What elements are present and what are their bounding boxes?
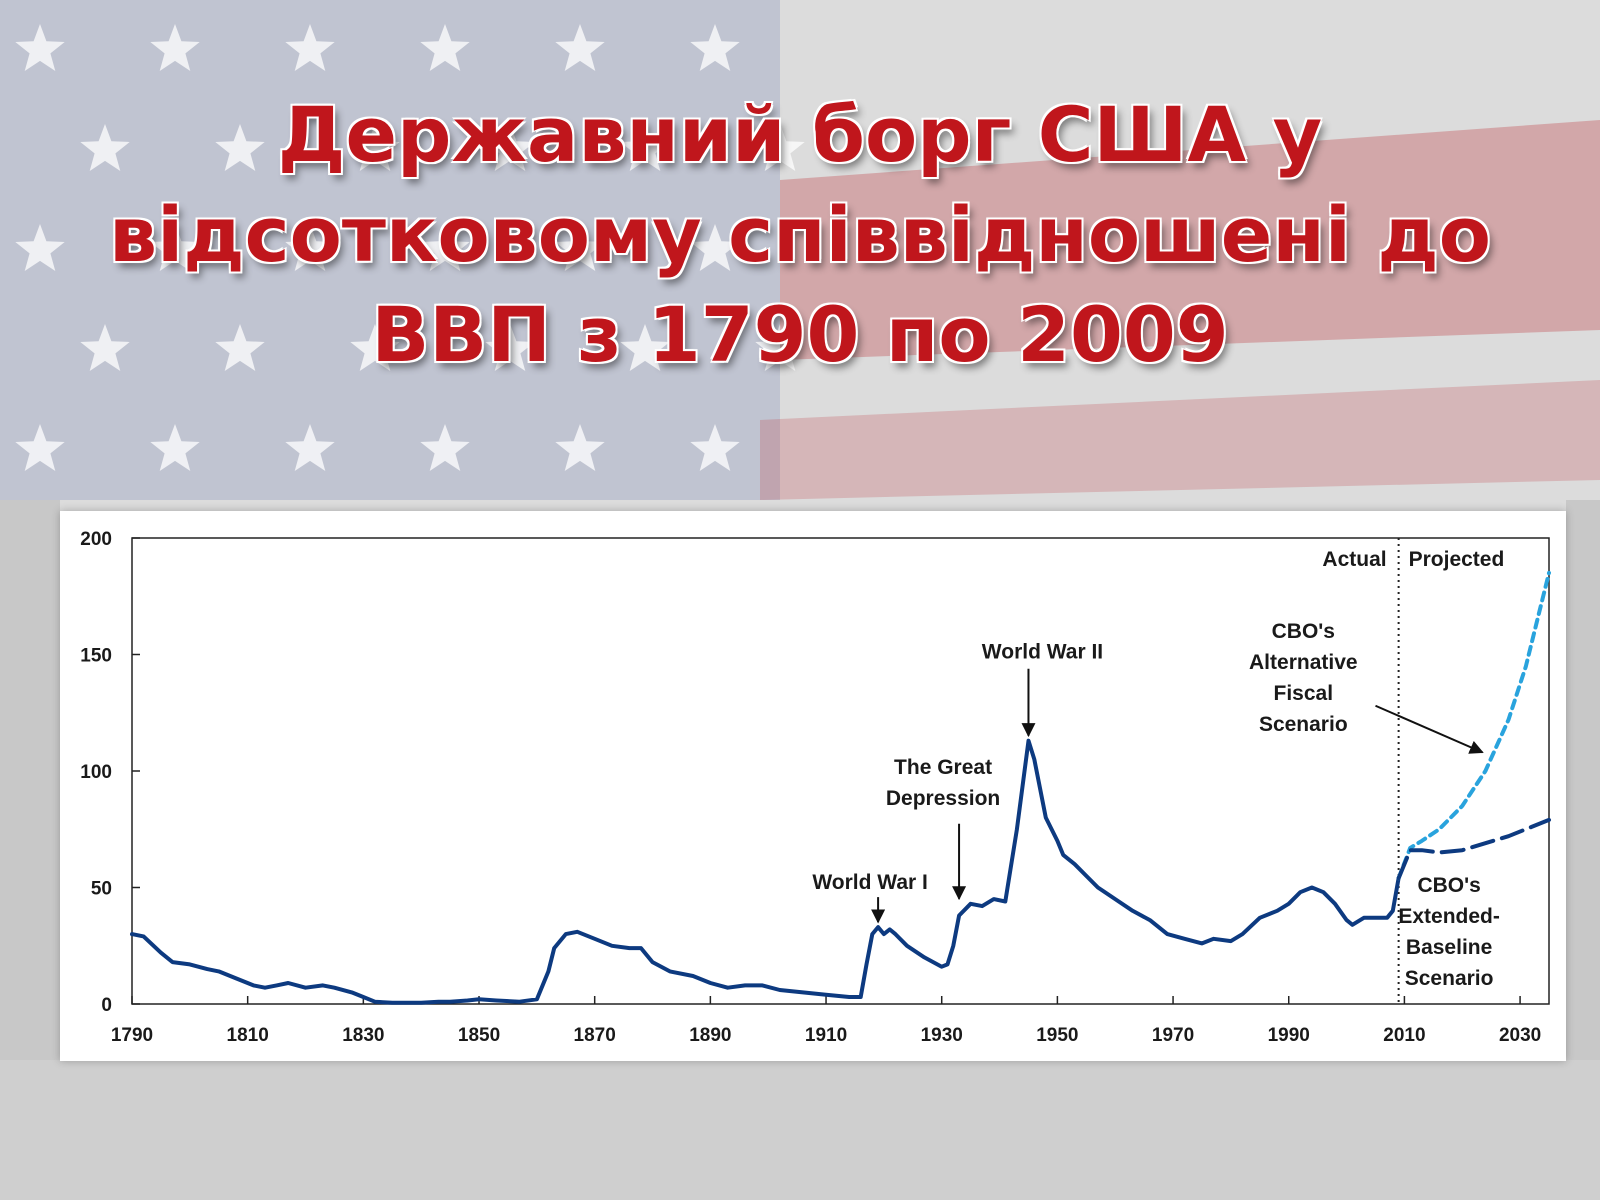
background-star-icon (15, 24, 65, 71)
x-tick-label: 1870 (574, 1025, 616, 1046)
slide-title-line-2: відсотковому співвідношені до (109, 190, 1491, 279)
slide-title-line-1: Державний борг США у (277, 90, 1323, 179)
background-star-icon (150, 424, 200, 471)
background-star-icon (215, 324, 265, 371)
background-star-icon (80, 324, 130, 371)
background-star-icon (80, 124, 130, 171)
alternative-scenario-label-line: CBO's (1272, 620, 1335, 643)
x-tick-label: 1850 (458, 1025, 500, 1046)
background-star-icon (15, 424, 65, 471)
background-star-icon (555, 424, 605, 471)
y-tick-label: 50 (91, 879, 112, 900)
extended-baseline-label-line: Scenario (1405, 967, 1494, 990)
background-star-icon (285, 24, 335, 71)
x-tick-label: 1950 (1036, 1025, 1078, 1046)
y-tick-label: 0 (101, 995, 112, 1016)
background-star-icon (350, 124, 400, 171)
x-tick-label: 1910 (805, 1025, 847, 1046)
world-war-i-label: World War I (812, 871, 928, 894)
background-star-icon (420, 424, 470, 471)
background-star-icon (350, 324, 400, 371)
alternative-scenario-label-line: Alternative (1249, 651, 1358, 674)
slide-title-line-3: ВВП з 1790 по 2009 (371, 290, 1229, 379)
x-tick-label: 1830 (342, 1025, 384, 1046)
x-tick-label: 1970 (1152, 1025, 1194, 1046)
y-tick-label: 100 (80, 762, 112, 783)
chart-card: 0 50 100 150 200 1790 1810 1830 1850 1870 1890 1910… (60, 511, 1566, 1061)
background-star-icon (620, 324, 670, 371)
x-tick-label: 1890 (689, 1025, 731, 1046)
background-star-icon (285, 224, 335, 271)
alternative-scenario-label-line: Fiscal (1274, 682, 1334, 705)
background-star-icon (485, 324, 535, 371)
background-star-icon (690, 224, 740, 271)
x-tick-label: 1930 (921, 1025, 963, 1046)
alternative-scenario-arrow (1375, 704, 1484, 754)
background-star-icon (755, 324, 805, 371)
background-star-icon (420, 24, 470, 71)
background-star-icon (755, 124, 805, 171)
actual-label: Actual (1322, 548, 1386, 571)
background-star-icon (555, 224, 605, 271)
background-star-icon (690, 24, 740, 71)
x-tick-label: 1810 (227, 1025, 269, 1046)
great-depression-label-line: The Great (894, 756, 992, 779)
background-star-icon (150, 24, 200, 71)
background-star-icon (555, 24, 605, 71)
background-star-icon (150, 224, 200, 271)
slide-title: Державний борг США у відсотковому співві… (100, 85, 1500, 385)
background-star-icon (215, 124, 265, 171)
background-star-icon (15, 224, 65, 271)
background-star-icon (420, 224, 470, 271)
x-tick-label: 2010 (1383, 1025, 1425, 1046)
y-tick-label: 200 (80, 529, 112, 550)
extended-baseline-label-line: Baseline (1406, 936, 1492, 959)
y-tick-label: 150 (80, 646, 112, 667)
plot-frame (131, 537, 1550, 1005)
extended-baseline-label-line: CBO's (1417, 874, 1480, 897)
x-tick-label: 1790 (111, 1025, 153, 1046)
actual-debt-line (130, 738, 1401, 1005)
extended-baseline-label-line: Extended- (1398, 905, 1500, 928)
extended-baseline-scenario-line (1396, 817, 1551, 881)
alternative-fiscal-scenario-line (1396, 570, 1551, 881)
x-tick-label: 2030 (1499, 1025, 1541, 1046)
background-star-icon (620, 124, 670, 171)
alternative-scenario-label-line: Scenario (1259, 713, 1348, 736)
background-star-icon (485, 124, 535, 171)
great-depression-label-line: Depression (886, 787, 1000, 810)
projected-label: Projected (1409, 548, 1505, 571)
background-star-icon (690, 424, 740, 471)
debt-to-gdp-chart: 0 50 100 150 200 1790 1810 1830 1850 1870 1890 1910… (80, 529, 1551, 1046)
world-war-ii-label: World War II (982, 641, 1103, 664)
x-tick-label: 1990 (1268, 1025, 1310, 1046)
background-star-icon (285, 424, 335, 471)
